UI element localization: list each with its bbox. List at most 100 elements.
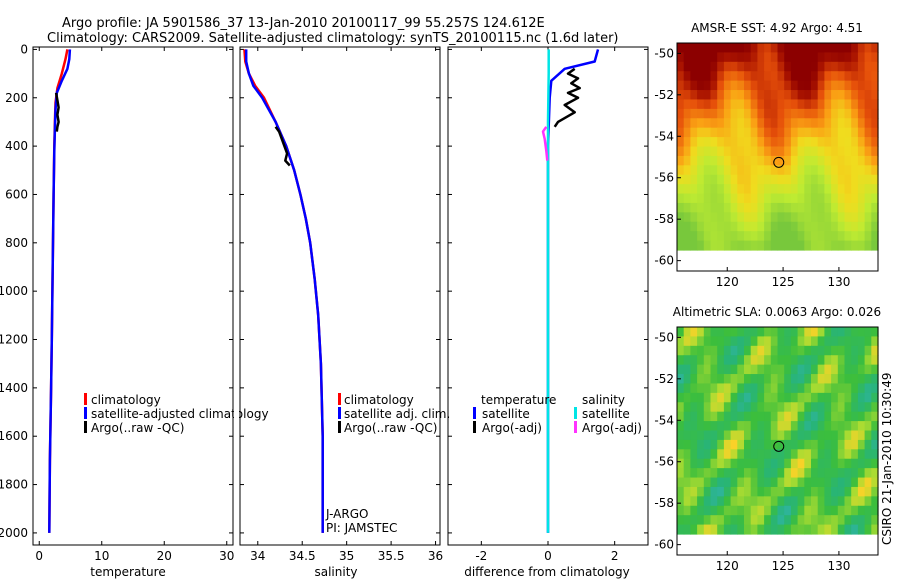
sla_map-cell [744,355,752,366]
sst_map-cell [837,71,846,82]
sla_map-cell [683,524,691,535]
sst_map-cell [777,240,785,251]
sst_map-cell [857,137,866,148]
sst_map-cell [817,43,825,54]
sst_map-cell [844,146,852,157]
sla_map-cell [831,449,839,460]
sla_map-xtick-label: 120 [716,559,739,573]
sst_map-cell [864,43,872,54]
sla_map-cell [811,411,819,422]
sla_map-cell [837,458,846,469]
sla_map-cell [851,345,859,356]
sla_map-cell [797,449,805,460]
sst_map-cell [703,221,712,232]
sla_map-cell [690,364,698,375]
sla_map-panel: -50 -52 -54 -56 -58 -60 120 125 130 [654,326,879,573]
sla_map-cell [804,383,812,394]
sla_map-cell [797,336,805,347]
sla_map-cell [824,486,832,497]
sst_map-cell [750,99,758,110]
sla_map-cell [737,336,745,347]
sla_map-cell [744,345,752,356]
legend-swatch-satellite [338,407,341,419]
temperature-xlabel: temperature [90,565,165,579]
sla_map-cell [683,449,691,460]
sla_map-cell [804,505,812,516]
sla_map-cell [717,477,725,488]
sst_map-cell [690,118,698,129]
sla_map-cell [764,468,772,479]
sst_map-cell [784,137,792,148]
sla_map-cell [710,336,718,347]
sst_map-cell [750,90,758,101]
sst_map-cell [831,221,839,232]
sla_map-cell [717,486,725,497]
sla_map-cell [857,392,866,403]
sst_map-cell [683,80,691,91]
sst_map-cell [824,231,832,242]
sst_map-panel: -50 -52 -54 -56 -58 -60 120 125 130 [654,42,879,289]
sla_map-ytick-label: -56 [654,455,674,469]
sst_map-cell [744,137,752,148]
sla_map-cell [777,411,785,422]
sla_map-cell [804,336,812,347]
sst_map-cell [710,165,718,176]
sla_map-cell [677,524,685,535]
sst_map-cell [683,202,691,213]
sla_map-cell [871,383,879,394]
sst_map-cell [784,193,792,204]
sst_map-cell [710,221,718,232]
sla_map-cell [737,458,745,469]
sst_map-cell [683,61,691,72]
sla_map-cell [851,327,859,338]
sst_map-cell [717,71,725,82]
sst_map-cell [683,43,691,54]
sla_map-cell [831,336,839,347]
sla_map-cell [864,411,872,422]
sla_map-cell [797,458,805,469]
sla_map-cell [777,402,785,413]
sla_map-cell [703,421,712,432]
sst_map-cell [750,240,758,251]
sst_map-cell [744,127,752,138]
sla_map-cell [797,374,805,385]
sst_map-cell [710,90,718,101]
sla_map-cell [690,327,698,338]
sst_map-cell [723,90,732,101]
sla_map-cell [824,439,832,450]
legend-swatch-salinity-argo [574,421,577,433]
sla_map-cell [717,392,725,403]
sla_map-cell [750,355,758,366]
sst_map-cell [703,240,712,251]
sst_map-cell [710,184,718,195]
sla_map-cell [703,336,712,347]
sla_map-cell [683,477,691,488]
sst_map-cell [770,174,779,185]
sla_map-cell [737,486,745,497]
sla_map-cell [871,411,879,422]
sla_map-cell [817,524,825,535]
sst_map-cell [857,165,866,176]
salinity-legend: climatology satellite adj. clim. Argo(..… [325,393,450,535]
sla_map-cell [824,392,832,403]
sst_map-cell [764,127,772,138]
sst_map-cell [837,137,846,148]
sst_map-cell [744,221,752,232]
sla_map-cell [871,524,879,535]
sst_map-cell [690,165,698,176]
sla_map-cell [844,392,852,403]
sla_map-cell [817,364,825,375]
sla_map-cell [864,486,872,497]
sst_map-cell [837,146,846,157]
sla_map-cell [677,355,685,366]
sst_map-cell [871,80,879,91]
sla_map-cell [844,468,852,479]
sla_map-cell [824,355,832,366]
sla_map-cell [804,421,812,432]
legend-swatch-temperature-satellite [473,407,476,419]
sst_map-cell [750,127,758,138]
sst_map-cell [857,52,866,63]
sst_map-cell [730,184,738,195]
sst_map-cell [857,212,866,223]
sst_map-cell [804,221,812,232]
